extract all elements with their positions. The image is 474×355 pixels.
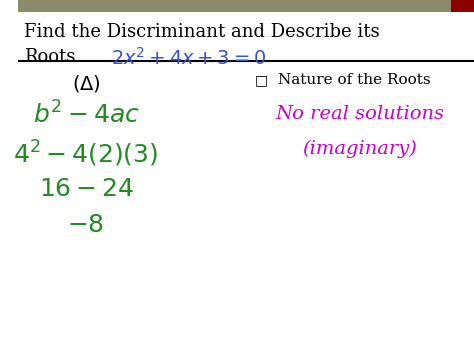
Text: $16-24$: $16-24$: [38, 178, 134, 202]
Text: Roots: Roots: [24, 48, 76, 66]
Text: $(\Delta)$: $(\Delta)$: [72, 73, 100, 94]
FancyBboxPatch shape: [18, 0, 474, 12]
Text: $b^2-4ac$: $b^2-4ac$: [33, 101, 139, 129]
Text: $2x^2+4x+3=0$: $2x^2+4x+3=0$: [111, 47, 266, 69]
Text: $-8$: $-8$: [67, 213, 105, 237]
FancyBboxPatch shape: [451, 0, 474, 12]
Text: (imaginary): (imaginary): [302, 140, 417, 158]
Text: Nature of the Roots: Nature of the Roots: [278, 73, 430, 87]
Text: Find the Discriminant and Describe its: Find the Discriminant and Describe its: [24, 23, 380, 41]
Text: □: □: [255, 73, 268, 87]
Text: No real solutions: No real solutions: [275, 105, 445, 123]
Text: $4^2-4(2)(3)$: $4^2-4(2)(3)$: [13, 138, 159, 169]
